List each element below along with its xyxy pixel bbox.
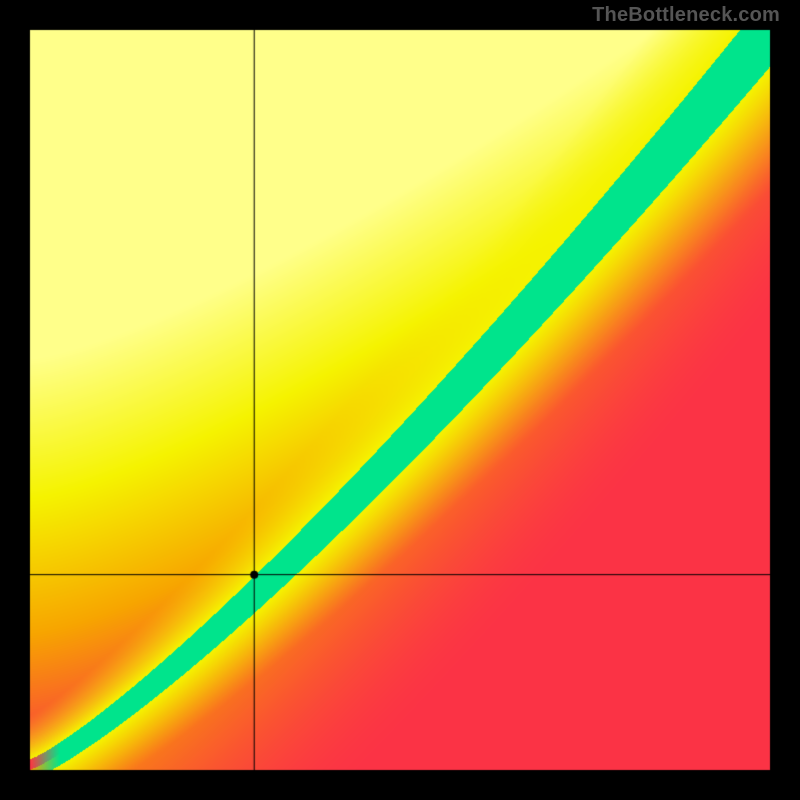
heatmap-canvas (0, 0, 800, 800)
watermark-text: TheBottleneck.com (592, 4, 780, 27)
bottleneck-chart-container: TheBottleneck.com (0, 0, 800, 800)
